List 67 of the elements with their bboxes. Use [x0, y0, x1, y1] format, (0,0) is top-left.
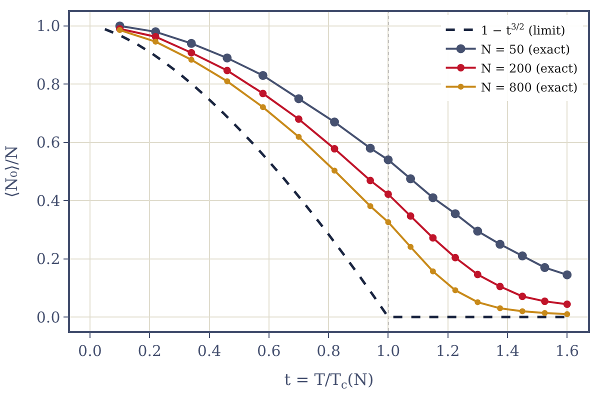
y-axis-title: ⟨N₀⟩/N — [2, 145, 21, 198]
point — [384, 190, 392, 198]
point — [406, 174, 416, 184]
point — [408, 244, 414, 250]
y-tick-label: 0.6 — [36, 134, 60, 152]
x-tick-label: 0.6 — [256, 342, 281, 360]
point — [294, 94, 304, 104]
legend-label: N = 800 (exact) — [480, 80, 578, 94]
point — [430, 268, 436, 274]
legend-label: 1 − t$^{3/2}$ (limit) — [480, 21, 566, 38]
point — [518, 292, 526, 300]
point — [540, 263, 550, 272]
point — [496, 282, 504, 290]
y-tick-label: 0.2 — [36, 250, 60, 268]
point — [260, 104, 266, 110]
y-tick-label: 0.8 — [36, 75, 60, 94]
point — [541, 298, 549, 306]
point — [332, 168, 338, 174]
point — [258, 70, 268, 80]
point — [452, 287, 458, 294]
x-tick-label: 0.2 — [138, 342, 162, 360]
x-tick-label: 1.6 — [555, 342, 580, 360]
point — [296, 134, 302, 140]
point — [223, 66, 231, 74]
point — [562, 270, 572, 280]
x-tick-label: 1.4 — [496, 342, 520, 360]
y-tick-label: 0.0 — [36, 308, 60, 326]
point — [224, 78, 230, 84]
point — [429, 234, 437, 242]
point — [497, 305, 504, 312]
point — [366, 144, 375, 153]
point — [473, 226, 482, 236]
point — [188, 49, 196, 56]
point — [450, 209, 460, 218]
point — [452, 254, 460, 262]
point — [406, 212, 414, 220]
point — [367, 203, 374, 210]
point — [542, 310, 548, 316]
x-tick-label: 0.8 — [316, 342, 340, 360]
point — [330, 145, 338, 153]
x-tick-label: 0.0 — [78, 342, 102, 360]
y-tick-label: 0.4 — [36, 192, 60, 210]
point — [564, 311, 570, 318]
point — [496, 240, 505, 249]
x-tick-label: 0.4 — [197, 342, 222, 360]
point — [152, 38, 159, 45]
point — [222, 53, 232, 62]
point — [366, 176, 374, 184]
point — [518, 251, 527, 260]
x-tick-label: 1.0 — [376, 342, 400, 360]
point — [188, 56, 194, 63]
point — [294, 115, 302, 123]
point — [186, 38, 196, 48]
legend-label: N = 50 (exact) — [480, 42, 570, 56]
point — [385, 219, 392, 226]
x-axis-title: t = T/T$_{c}$(N) — [284, 370, 374, 392]
point — [474, 270, 482, 278]
point — [330, 118, 340, 127]
point — [474, 299, 481, 306]
y-tick-label: 1.0 — [36, 17, 60, 36]
point — [384, 155, 393, 164]
point — [259, 90, 267, 98]
point — [519, 308, 526, 314]
point — [563, 300, 571, 308]
point — [428, 193, 438, 202]
x-tick-label: 1.2 — [436, 342, 460, 360]
legend-label: N = 200 (exact) — [480, 61, 578, 76]
